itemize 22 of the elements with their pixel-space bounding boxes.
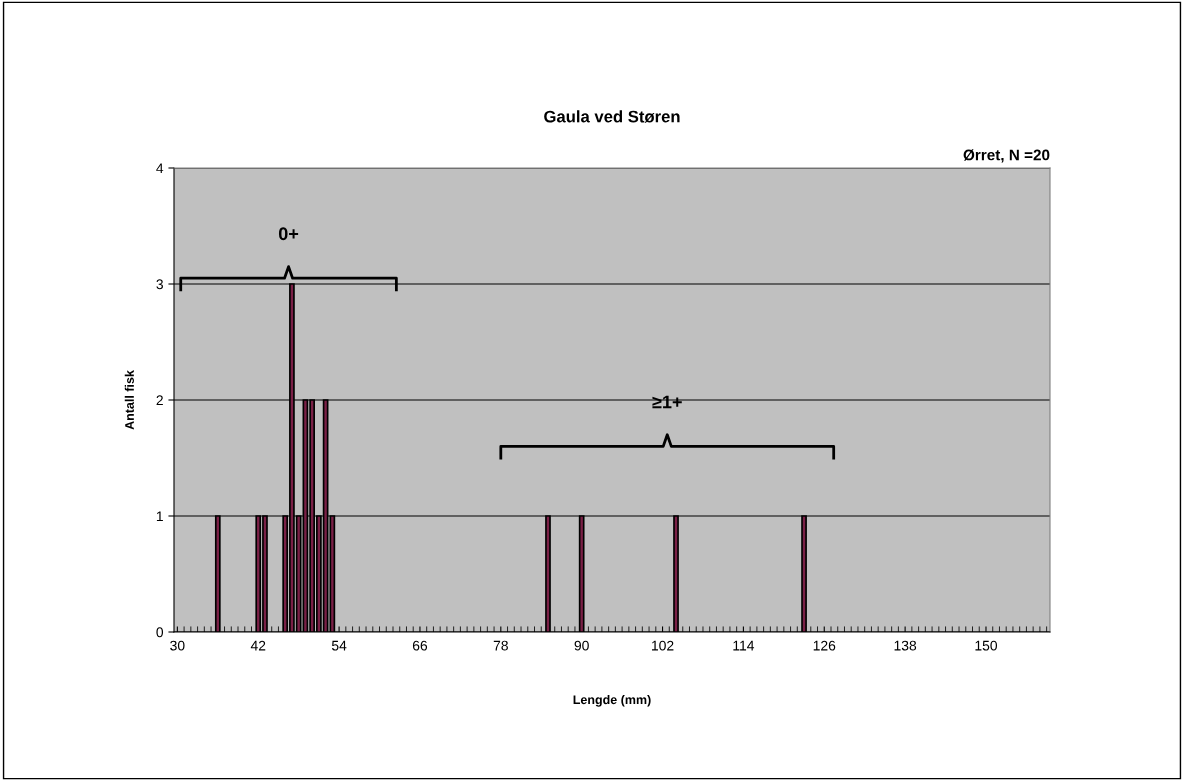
y-axis-title: Antall fisk bbox=[124, 370, 134, 430]
x-tick-label: 90 bbox=[574, 640, 589, 651]
x-tick-label: 78 bbox=[493, 640, 508, 651]
y-tick-label: 1 bbox=[156, 511, 163, 522]
x-tick-label: 66 bbox=[412, 640, 428, 651]
x-tick-label: 138 bbox=[894, 640, 917, 651]
x-tick-label: 54 bbox=[331, 640, 347, 651]
x-tick-label: 30 bbox=[170, 640, 185, 651]
y-tick-label: 0 bbox=[156, 627, 164, 638]
x-tick-label: 114 bbox=[733, 640, 755, 651]
x-tick-label: 102 bbox=[652, 640, 674, 651]
annotation: ≥1+ bbox=[652, 395, 682, 409]
x-tick-label: 150 bbox=[975, 640, 998, 651]
y-tick-label: 4 bbox=[156, 163, 164, 174]
y-tick-label: 2 bbox=[156, 395, 163, 406]
x-tick-label: 126 bbox=[813, 640, 836, 651]
y-tick-label: 3 bbox=[156, 279, 163, 290]
x-axis-title: Lengde (mm) bbox=[573, 694, 651, 707]
text: Ørret, N =20 bbox=[963, 149, 1050, 163]
chart-title: Gaula ved Støren bbox=[544, 110, 680, 123]
annotation: 0+ bbox=[278, 227, 299, 241]
x-tick-label: 42 bbox=[250, 640, 266, 651]
